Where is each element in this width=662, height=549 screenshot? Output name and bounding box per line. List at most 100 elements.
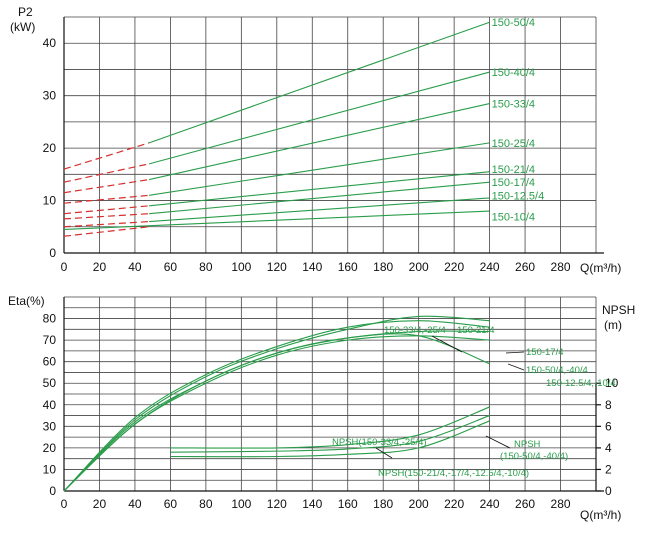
power-curve-dashed — [63, 142, 150, 170]
y-tick-label: 20 — [43, 441, 57, 455]
y-tick-label: 20 — [43, 141, 57, 155]
power-curve — [149, 197, 490, 223]
x-tick-label: 200 — [409, 497, 429, 511]
y2-tick-label: 2 — [605, 462, 612, 476]
x-axis-title: Q(m³/h) — [580, 508, 621, 522]
power-curve — [149, 171, 490, 207]
y-tick-label: 40 — [43, 398, 57, 412]
x-tick-label: 60 — [164, 260, 178, 274]
x-tick-label: 160 — [338, 260, 358, 274]
x-tick-label: 40 — [128, 260, 142, 274]
y2-tick-label: 6 — [605, 419, 612, 433]
y2-tick-label: 0 — [605, 484, 612, 498]
y2-axis-unit: (m) — [604, 318, 622, 332]
y-tick-label: 80 — [43, 312, 57, 326]
series-label: 150-21/4 — [492, 164, 535, 176]
x-tick-label: 0 — [61, 497, 68, 511]
power-curve-dashed — [63, 213, 150, 220]
label-leader — [375, 447, 393, 459]
y-tick-label: 30 — [43, 89, 57, 103]
x-tick-label: 40 — [128, 497, 142, 511]
x-tick-label: 260 — [515, 497, 535, 511]
x-tick-label: 180 — [373, 260, 393, 274]
eta-label: 150-17/4 — [526, 347, 564, 358]
y2-tick-label: 8 — [605, 398, 612, 412]
npsh-curve — [170, 406, 490, 449]
power-curve — [149, 142, 490, 196]
efficiency-curve — [63, 333, 490, 492]
power-curve — [148, 21, 490, 144]
npsh-label: NPSH(150-33/4,-25/4) — [332, 437, 427, 448]
x-tick-label: 280 — [551, 497, 571, 511]
npsh-label: NPSH — [514, 439, 541, 450]
y2-tick-label: 10 — [605, 376, 619, 390]
npsh-label: NPSH(150-21/4,-17/4,-12.5/4,-10/4) — [378, 468, 529, 479]
x-tick-label: 180 — [373, 497, 393, 511]
power-curve-dashed — [63, 220, 150, 228]
power-curve-dashed — [63, 178, 150, 194]
series-label: 150-17/4 — [492, 177, 535, 189]
efficiency-curve — [63, 315, 490, 492]
label-leader — [505, 351, 525, 354]
eta-label: 150-33/4,-25/4 — [384, 325, 446, 336]
series-label: 150-50/4 — [492, 17, 535, 29]
x-tick-label: 140 — [302, 260, 322, 274]
efficiency-curve — [63, 320, 490, 492]
power-curve — [63, 210, 490, 230]
eta-label: 150-12.5/4,-10/4 — [546, 378, 616, 389]
x-tick-label: 0 — [61, 260, 68, 274]
x-tick-label: 80 — [199, 260, 213, 274]
y-tick-label: 50 — [43, 376, 57, 390]
x-tick-label: 200 — [409, 260, 429, 274]
x-tick-label: 220 — [444, 260, 464, 274]
y-tick-label: 40 — [43, 36, 57, 50]
y-tick-label: 10 — [43, 462, 57, 476]
x-tick-label: 80 — [199, 497, 213, 511]
label-leader — [485, 435, 511, 449]
x-tick-label: 140 — [302, 497, 322, 511]
npsh-curve — [170, 415, 490, 453]
x-tick-label: 240 — [480, 497, 500, 511]
x-tick-label: 100 — [231, 260, 251, 274]
y2-tick-label: 4 — [605, 441, 612, 455]
y-axis-unit: (kW) — [10, 20, 35, 34]
series-label: 150-33/4 — [492, 99, 535, 111]
series-label: 150-12.5/4 — [492, 190, 545, 202]
power-curve-dashed — [63, 194, 150, 204]
x-tick-label: 60 — [164, 497, 178, 511]
x-tick-label: 240 — [480, 260, 500, 274]
npsh-label: (150-50/4,-40/4) — [500, 451, 568, 462]
y-tick-label: 0 — [49, 484, 56, 498]
label-leader — [431, 335, 463, 353]
y2-axis-title: NPSH — [602, 303, 635, 317]
x-tick-label: 100 — [231, 497, 251, 511]
power-curve — [148, 71, 490, 165]
x-tick-label: 280 — [551, 260, 571, 274]
power-curve — [149, 181, 490, 215]
y-tick-label: 0 — [49, 246, 56, 260]
y-tick-label: 30 — [43, 419, 57, 433]
y-tick-label: 10 — [43, 194, 57, 208]
x-axis-title: Q(m³/h) — [580, 261, 621, 275]
y-axis-title: Eta(%) — [8, 294, 45, 308]
power-curve-dashed — [63, 205, 150, 215]
x-tick-label: 120 — [267, 260, 287, 274]
power-curve — [149, 102, 490, 181]
y-tick-label: 70 — [43, 333, 57, 347]
npsh-curve — [170, 420, 490, 458]
series-label: 150-10/4 — [492, 211, 535, 223]
series-label: 150-40/4 — [492, 67, 535, 79]
y-tick-label: 60 — [43, 355, 57, 369]
x-tick-label: 20 — [93, 260, 107, 274]
x-tick-label: 20 — [93, 497, 107, 511]
x-tick-label: 160 — [338, 497, 358, 511]
p2-power-chart: 0 20 40 60 80 100 120 140 160 180 200 220 240 260 280 0… — [10, 5, 621, 275]
efficiency-npsh-chart: 0 20 40 60 80 100 120 140 160 180 200 220 240 260 2800… — [8, 294, 635, 522]
x-tick-label: 260 — [515, 260, 535, 274]
label-leader — [507, 363, 525, 371]
x-tick-label: 120 — [267, 497, 287, 511]
y-axis-title: P2 — [18, 5, 33, 19]
eta-label: 150-21/4 — [457, 325, 495, 336]
series-label: 150-25/4 — [492, 138, 535, 150]
